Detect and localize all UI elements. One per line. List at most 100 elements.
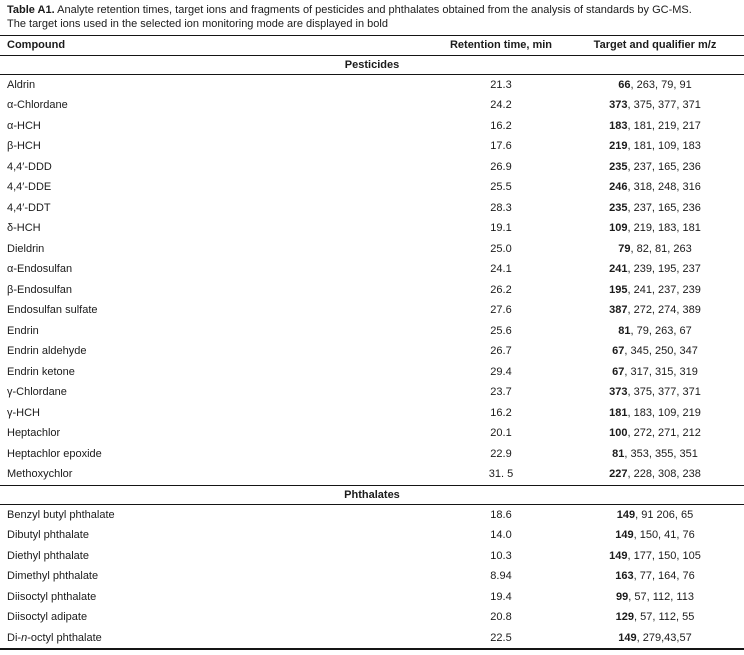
compound-cell: Heptachlor epoxide bbox=[7, 447, 102, 460]
table-row: 4,4′-DDT 28.3 235, 237, 165, 236 bbox=[0, 198, 744, 219]
compound-cell: γ-Chlordane bbox=[7, 386, 67, 399]
compound-cell: Aldrin bbox=[7, 78, 36, 91]
target-ions-cell: 129, 57, 112, 55 bbox=[615, 611, 695, 624]
target-ions-cell: 149, 279,43,57 bbox=[618, 631, 692, 644]
target-ions-cell: 81, 353, 355, 351 bbox=[612, 447, 698, 460]
target-ions-cell: 149, 150, 41, 76 bbox=[615, 529, 695, 542]
compound-cell: β-HCH bbox=[7, 140, 41, 153]
retention-time-cell: 29.4 bbox=[490, 365, 512, 378]
target-ions-cell: 149, 177, 150, 105 bbox=[609, 549, 701, 562]
retention-time-cell: 16.2 bbox=[490, 119, 512, 132]
retention-time-cell: 27.6 bbox=[490, 304, 512, 317]
retention-time-cell: 24.1 bbox=[490, 263, 512, 276]
table-row: Di-n-octyl phthalate 22.5 149, 279,43,57 bbox=[0, 628, 744, 649]
retention-time-cell: 20.8 bbox=[490, 611, 512, 624]
table-row: γ-Chlordane 23.7 373, 375, 377, 371 bbox=[0, 382, 744, 403]
retention-time-cell: 22.9 bbox=[490, 447, 512, 460]
retention-time-cell: 21.3 bbox=[490, 78, 512, 91]
compound-cell: γ-HCH bbox=[7, 406, 40, 419]
table-row: 4,4′-DDE 25.5 246, 318, 248, 316 bbox=[0, 177, 744, 198]
target-ions-cell: 227, 228, 308, 238 bbox=[609, 468, 701, 481]
compound-cell: β-Endosulfan bbox=[7, 283, 73, 296]
table-row: α-HCH 16.2 183, 181, 219, 217 bbox=[0, 116, 744, 137]
table-row: Heptachlor 20.1 100, 272, 271, 212 bbox=[0, 423, 744, 444]
target-ions-cell: 387, 272, 274, 389 bbox=[609, 304, 701, 317]
table-row: α-Chlordane 24.2 373, 375, 377, 371 bbox=[0, 95, 744, 116]
table-row: β-Endosulfan 26.2 195, 241, 237, 239 bbox=[0, 280, 744, 301]
target-ions-cell: 109, 219, 183, 181 bbox=[609, 222, 701, 235]
target-ions-cell: 79, 82, 81, 263 bbox=[618, 242, 692, 255]
target-ions-cell: 81, 79, 263, 67 bbox=[618, 324, 692, 337]
retention-time-cell: 26.7 bbox=[490, 345, 512, 358]
table-row: Endrin ketone 29.4 67, 317, 315, 319 bbox=[0, 362, 744, 383]
table-caption: Table A1. Analyte retention times, targe… bbox=[0, 0, 744, 31]
caption-text-line1: Analyte retention times, target ions and… bbox=[57, 4, 692, 16]
table-row: Methoxychlor 31. 5 227, 228, 308, 238 bbox=[0, 464, 744, 485]
retention-time-cell: 20.1 bbox=[490, 427, 512, 440]
compound-cell: Diisoctyl phthalate bbox=[7, 590, 97, 603]
compound-cell: Methoxychlor bbox=[7, 468, 73, 481]
compound-cell: Di-n-octyl phthalate bbox=[7, 631, 102, 644]
compound-cell: Endosulfan sulfate bbox=[7, 304, 98, 317]
target-ions-cell: 235, 237, 165, 236 bbox=[609, 160, 701, 173]
compound-cell: 4,4′-DDD bbox=[7, 160, 52, 173]
caption-text-line2: The target ions used in the selected ion… bbox=[7, 17, 388, 30]
column-header-retention-time: Retention time, min bbox=[449, 39, 553, 52]
retention-time-cell: 25.5 bbox=[490, 181, 512, 194]
table-row: Endrin aldehyde 26.7 67, 345, 250, 347 bbox=[0, 341, 744, 362]
target-ions-cell: 241, 239, 195, 237 bbox=[609, 263, 701, 276]
target-ions-cell: 99, 57, 112, 113 bbox=[616, 590, 694, 603]
retention-time-cell: 22.5 bbox=[490, 631, 512, 644]
compound-cell: Endrin ketone bbox=[7, 365, 75, 378]
target-ions-cell: 181, 183, 109, 219 bbox=[609, 406, 701, 419]
table-row: Aldrin 21.3 66, 263, 79, 91 bbox=[0, 75, 744, 96]
retention-time-cell: 18.6 bbox=[490, 508, 512, 521]
retention-time-cell: 26.2 bbox=[490, 283, 512, 296]
compound-cell: 4,4′-DDT bbox=[7, 201, 51, 214]
compound-cell: Heptachlor bbox=[7, 427, 61, 440]
compound-cell: α-Endosulfan bbox=[7, 263, 73, 276]
retention-time-cell: 16.2 bbox=[490, 406, 512, 419]
retention-time-cell: 19.4 bbox=[490, 590, 512, 603]
table-row: Diethyl phthalate 10.3 149, 177, 150, 105 bbox=[0, 546, 744, 567]
target-ions-cell: 149, 91 206, 65 bbox=[616, 508, 694, 521]
table-row: γ-HCH 16.2 181, 183, 109, 219 bbox=[0, 403, 744, 424]
target-ions-cell: 373, 375, 377, 371 bbox=[609, 99, 701, 112]
target-ions-cell: 195, 241, 237, 239 bbox=[609, 283, 701, 296]
table-row: δ-HCH 19.1 109, 219, 183, 181 bbox=[0, 218, 744, 239]
section-header: Phthalates bbox=[0, 484, 744, 505]
table-header-row: Compound Retention time, min Target and … bbox=[0, 36, 744, 55]
retention-time-cell: 25.6 bbox=[490, 324, 512, 337]
compound-cell: Diethyl phthalate bbox=[7, 549, 89, 562]
retention-time-cell: 25.0 bbox=[490, 242, 512, 255]
target-ions-cell: 246, 318, 248, 316 bbox=[609, 181, 701, 194]
compound-cell: α-HCH bbox=[7, 119, 41, 132]
compound-cell: 4,4′-DDE bbox=[7, 181, 52, 194]
column-header-target-qualifier: Target and qualifier m/z bbox=[593, 39, 717, 52]
target-ions-cell: 183, 181, 219, 217 bbox=[609, 119, 701, 132]
column-header-compound: Compound bbox=[7, 39, 66, 52]
retention-time-cell: 24.2 bbox=[490, 99, 512, 112]
compound-cell: Diisoctyl adipate bbox=[7, 611, 88, 624]
compound-cell: δ-HCH bbox=[7, 222, 41, 235]
target-ions-cell: 66, 263, 79, 91 bbox=[618, 78, 692, 91]
retention-time-cell: 23.7 bbox=[490, 386, 512, 399]
compound-cell: α-Chlordane bbox=[7, 99, 68, 112]
table-row: Endosulfan sulfate 27.6 387, 272, 274, 389 bbox=[0, 300, 744, 321]
retention-time-cell: 31. 5 bbox=[488, 468, 514, 481]
table-row: Diisoctyl phthalate 19.4 99, 57, 112, 113 bbox=[0, 587, 744, 608]
retention-time-cell: 14.0 bbox=[490, 529, 512, 542]
target-ions-cell: 373, 375, 377, 371 bbox=[609, 386, 701, 399]
target-ions-cell: 100, 272, 271, 212 bbox=[609, 427, 701, 440]
compound-cell: Endrin bbox=[7, 324, 39, 337]
table-row: 4,4′-DDD 26.9 235, 237, 165, 236 bbox=[0, 157, 744, 178]
target-ions-cell: 67, 345, 250, 347 bbox=[612, 345, 698, 358]
data-table: Compound Retention time, min Target and … bbox=[0, 35, 744, 650]
table-body: Pesticides Aldrin 21.3 66, 263, 79, 91 α-Chl… bbox=[0, 54, 744, 649]
compound-cell: Dieldrin bbox=[7, 242, 45, 255]
table-row: Dieldrin 25.0 79, 82, 81, 263 bbox=[0, 239, 744, 260]
compound-cell: Endrin aldehyde bbox=[7, 345, 87, 358]
compound-cell: Dimethyl phthalate bbox=[7, 570, 99, 583]
target-ions-cell: 219, 181, 109, 183 bbox=[609, 140, 701, 153]
table-row: Endrin 25.6 81, 79, 263, 67 bbox=[0, 321, 744, 342]
